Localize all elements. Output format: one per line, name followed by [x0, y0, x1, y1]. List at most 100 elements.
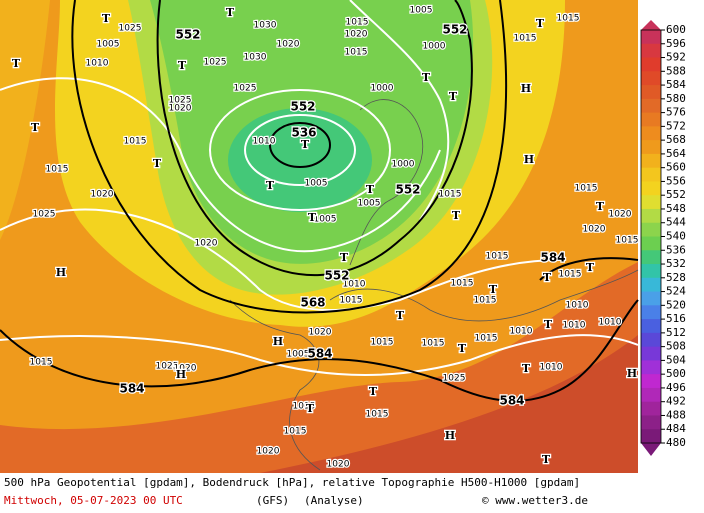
colorbar-label: 600: [666, 23, 686, 36]
colorbar-swatch: [641, 264, 661, 279]
pressure-label: 1015: [30, 358, 53, 368]
pressure-center: T: [31, 121, 40, 134]
colorbar-label: 536: [666, 243, 686, 256]
pressure-label: 1015: [474, 296, 497, 306]
colorbar-swatch: [641, 153, 661, 169]
colorbar-label: 580: [666, 92, 686, 105]
pressure-label: 1015: [439, 190, 462, 200]
pressure-label: 1000: [371, 84, 394, 94]
colorbar-label: 520: [666, 298, 686, 311]
pressure-label: 1025: [169, 96, 192, 106]
height-contour: [269, 122, 331, 168]
pressure-label: 1010: [253, 137, 276, 147]
height-label: 584: [307, 347, 332, 361]
pressure-label: 1005: [358, 199, 381, 209]
footer-bg: [0, 474, 638, 513]
colorbar-swatch: [641, 305, 661, 320]
pressure-center: T: [366, 183, 375, 196]
pressure-label: 1020: [609, 210, 632, 220]
colorbar-label: 568: [666, 133, 686, 146]
height-contour: [71, 0, 508, 314]
pressure-label: 1025: [234, 84, 257, 94]
colorbar-swatch: [641, 277, 661, 293]
pressure-label: 1010: [510, 327, 533, 337]
pressure-label: 1020: [169, 104, 192, 114]
pressure-center: T: [12, 57, 21, 70]
isobar: [0, 208, 561, 311]
colorbar-swatch: [641, 112, 661, 127]
colorbar-swatch: [641, 85, 661, 100]
pressure-center: T: [178, 59, 187, 72]
pressure-center: T: [340, 251, 349, 264]
pressure-center: T: [542, 453, 551, 466]
colorbar-label: 544: [666, 216, 686, 229]
colorbar-swatch: [641, 401, 661, 416]
isobar: [209, 89, 391, 211]
pressure-label: 1020: [174, 364, 197, 374]
pressure-center: T: [226, 6, 235, 19]
pressure-label: 1025: [443, 374, 466, 384]
coastlines: [229, 99, 639, 471]
pressure-label: 1025: [33, 210, 56, 220]
colorbar-label: 572: [666, 119, 686, 132]
footer-date: Mittwoch, 05-07-2023 00 UTC: [4, 494, 183, 507]
height-label: 584: [499, 394, 524, 408]
pressure-label: 1015: [475, 334, 498, 344]
pressure-center: T: [301, 138, 310, 151]
footer-title: 500 hPa Geopotential [gpdam], Bodendruck…: [4, 476, 580, 489]
pressure-label: 1015: [346, 18, 369, 28]
pressure-center: T: [452, 209, 461, 222]
colorbar-label: 596: [666, 37, 686, 50]
pressure-label: 1025: [119, 24, 142, 34]
coast: [329, 269, 639, 322]
pressure-label: 1005: [97, 40, 120, 50]
pressure-center: T: [369, 385, 378, 398]
pressure-center: H: [521, 82, 531, 95]
isobar: [0, 334, 639, 376]
pressure-label: 1005: [314, 215, 337, 225]
isobar: [0, 77, 441, 253]
pressure-label: 1015: [284, 427, 307, 437]
pressure-label: 1010: [540, 363, 563, 373]
pressure-center: T: [153, 157, 162, 170]
pressure-label: 1030: [244, 53, 267, 63]
height-contours: [0, 0, 639, 402]
pressure-center: H: [445, 429, 455, 442]
height-label: 552: [442, 23, 467, 37]
field-teal: [228, 108, 372, 212]
pressure-label: 1015: [366, 410, 389, 420]
pressure-label: 1005: [410, 6, 433, 16]
pressure-label: 1015: [345, 48, 368, 58]
colorbar-swatch: [641, 429, 661, 444]
colorbar-swatch: [641, 319, 661, 334]
pressure-center: T: [489, 283, 498, 296]
coast: [229, 299, 321, 471]
colorbar-swatch: [641, 57, 661, 72]
pressure-center: T: [522, 362, 531, 375]
isobar: [244, 114, 356, 186]
pressure-label: 1015: [575, 184, 598, 194]
pressure-label: 1020: [195, 239, 218, 249]
pressure-label: 1015: [557, 14, 580, 24]
colorbar-arrow-bottom: [641, 443, 661, 456]
pressure-center: T: [422, 71, 431, 84]
colorbar: 6005965925885845805765725685645605565525…: [640, 20, 686, 456]
pressure-label: 1020: [327, 460, 350, 470]
colorbar-swatch: [641, 126, 661, 141]
pressure-center: T: [306, 402, 315, 415]
pressure-label: 1030: [254, 21, 277, 31]
colorbar-label: 592: [666, 51, 686, 64]
colorbar-swatch: [641, 387, 661, 403]
pressure-label: 1020: [345, 30, 368, 40]
pressure-center: H: [176, 368, 186, 381]
colorbar-swatch: [641, 374, 661, 389]
pressure-label: 1015: [451, 279, 474, 289]
colorbar-swatch: [641, 140, 661, 155]
pressure-label: 1015: [340, 296, 363, 306]
pressure-center: T: [308, 211, 317, 224]
pressure-center: T: [596, 200, 605, 213]
field-orange-light: [0, 0, 50, 240]
colorbar-swatch: [641, 346, 661, 361]
footer-run: (Analyse): [304, 494, 364, 507]
